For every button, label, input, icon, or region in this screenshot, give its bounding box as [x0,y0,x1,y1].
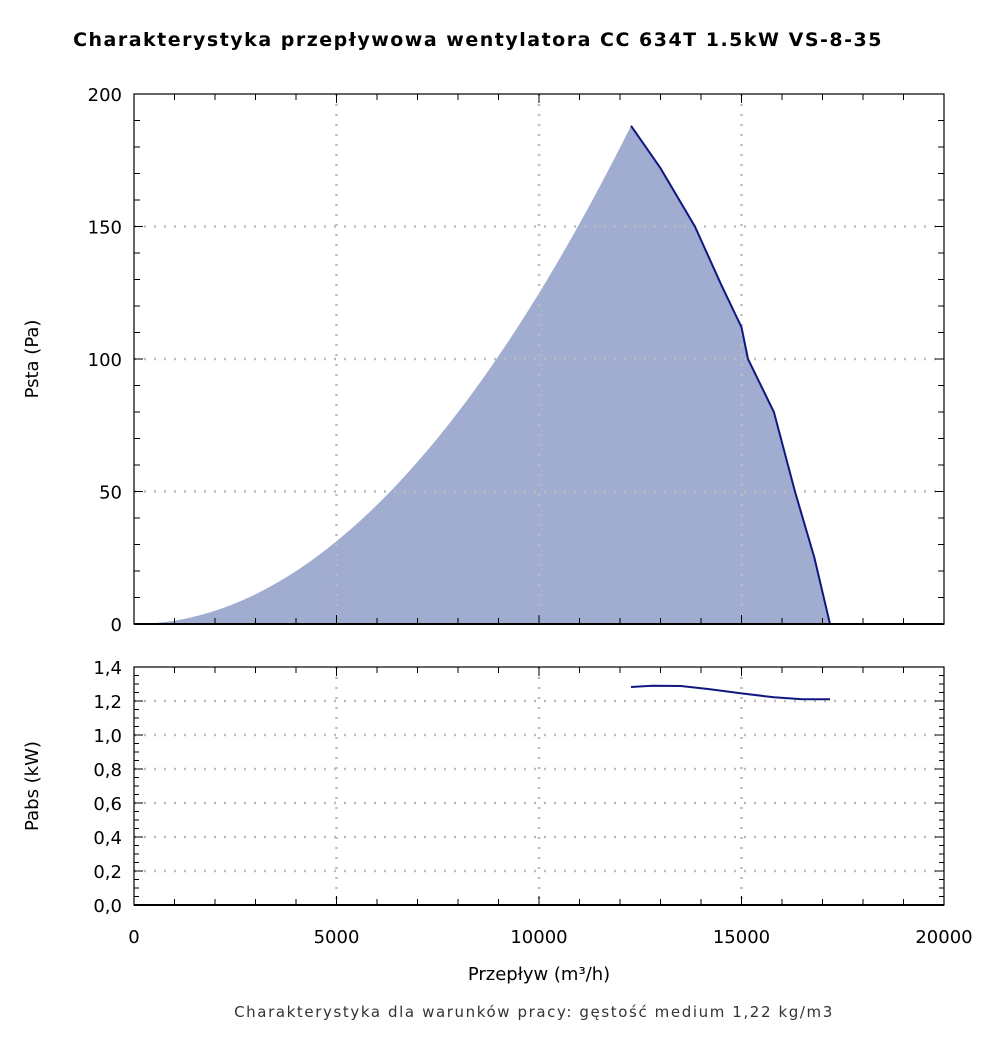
y-tick-label: 0 [111,615,122,636]
chart-title: Charakterystyka przepływowa wentylatora … [73,29,883,51]
footnote: Charakterystyka dla warunków pracy: gęst… [234,1003,834,1021]
operating-area [134,125,830,625]
y-tick-label: 0,0 [93,896,122,917]
y-tick-label: 0,4 [93,828,122,849]
x-tick-label: 5000 [314,927,360,948]
y-tick-label: 0,6 [93,794,122,815]
y-tick-label: 150 [88,218,122,239]
x-tick-label: 15000 [713,927,770,948]
x-tick-label: 20000 [915,927,972,948]
y-tick-label: 1,4 [93,658,122,679]
x-axis-label: Przepływ (m³/h) [468,964,610,985]
x-tick-label: 10000 [510,927,567,948]
pressure-plot: 0 50 100 150 200 [88,85,945,636]
y-axis-label-power: Pabs (kW) [22,741,43,831]
y-tick-label: 200 [88,85,122,106]
plot-frame [133,666,945,906]
y-tick-label: 1,0 [93,726,122,747]
y-tick-label: 100 [88,350,122,371]
y-tick-label: 50 [99,483,122,504]
x-tick-label: 0 [128,927,139,948]
power-curve-line [630,684,830,701]
y-tick-label: 0,2 [93,862,122,883]
y-tick-label: 0,8 [93,760,122,781]
y-tick-label: 1,2 [93,692,122,713]
fan-curve-line [630,125,831,625]
power-plot: 0,0 0,2 0,4 0,6 0,8 1,0 1,2 1,4 0 5000 10000 15000 2… [93,658,972,948]
y-axis-label-pressure: Psta (Pa) [22,320,43,399]
